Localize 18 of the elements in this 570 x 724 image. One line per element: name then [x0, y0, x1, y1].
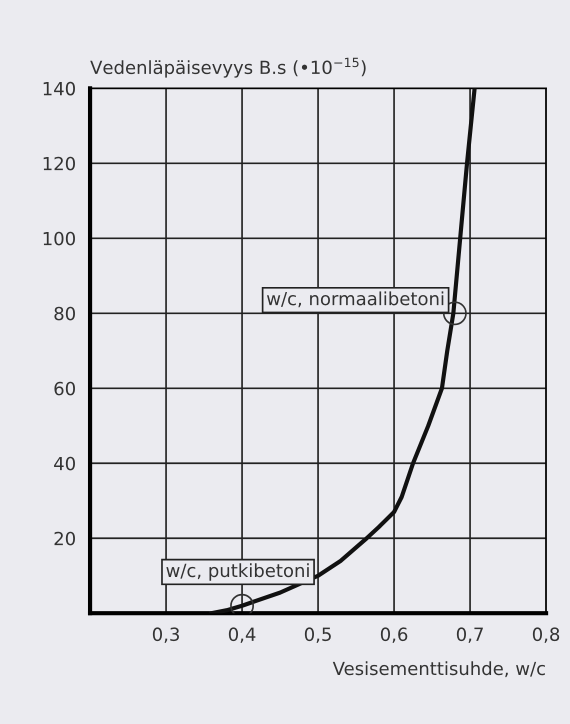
- chart-title: Vedenläpäisevyys B.s (•10$^{−15}$): [90, 58, 366, 78]
- x-tick-label: 0,8: [532, 627, 560, 643]
- x-tick-label: 0,4: [228, 627, 256, 643]
- y-tick-label: 120: [44, 156, 75, 170]
- annotation: w/c, normaalibetoni: [266, 291, 444, 308]
- x-tick-label: 0,5: [304, 627, 331, 643]
- x-tick-label: 0,7: [456, 627, 483, 643]
- x-tick-label: 0,6: [380, 627, 408, 643]
- annotation: w/c, putkibetoni: [166, 563, 309, 581]
- x-tick-label: 0,3: [152, 627, 179, 643]
- y-tick-label: 100: [44, 232, 75, 246]
- y-tick-label: 60: [54, 382, 75, 396]
- y-tick-label: 40: [54, 456, 75, 470]
- y-tick-label: 80: [54, 306, 75, 320]
- y-tick-label: 20: [54, 532, 75, 546]
- y-tick-label: 140: [44, 82, 75, 96]
- line-series: [210, 88, 477, 614]
- x-axis-title: Vesisementtisuhde, w/c: [332, 661, 545, 678]
